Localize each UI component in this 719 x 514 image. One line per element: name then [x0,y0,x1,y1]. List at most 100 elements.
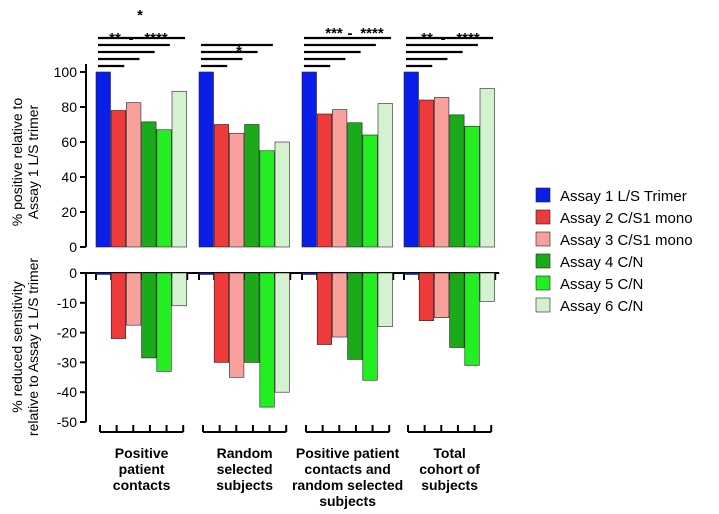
bar-bottom [259,272,275,408]
legend-swatch [535,275,551,291]
bar-top [347,122,363,248]
legend-label: Assay 3 C/S1 mono [560,232,693,249]
y-tick-label-bottom: -50 [57,414,77,430]
legend-label: Assay 1 L/S Trimer [560,188,687,205]
bar-bottom [95,272,111,275]
significance-label: - [441,30,446,47]
y-axis-label-bottom-line: relative to Assay 1 L/S trimer [25,258,41,437]
category-label: subjects [421,477,478,493]
bar-top [418,99,435,248]
bar-bottom [126,272,142,326]
significance-label: - [129,30,134,47]
bar-top [110,110,126,248]
bar-top [403,71,419,248]
bar-top [332,109,348,248]
bar-top [479,88,495,248]
bar-bottom [229,272,245,378]
bar-bottom [274,272,290,393]
y-tick-label-top: 60 [61,134,77,150]
bar-bottom [244,272,260,363]
category-label: Total [433,445,465,461]
legend-swatch [535,209,551,225]
y-tick-label-top: 40 [61,169,77,185]
y-tick-label-bottom: -10 [57,295,77,311]
significance-label: - [348,25,353,42]
category-label: subjects [216,477,273,493]
legend-swatch [535,297,551,313]
bar-top [244,124,260,248]
category-label: selected [217,461,273,477]
bar-top [141,121,157,248]
legend-swatch [535,253,551,269]
bar-top [259,150,275,248]
bar-top [213,124,229,248]
y-tick-label-bottom: -40 [57,384,77,400]
bar-bottom [347,272,363,360]
bar-bottom [434,272,450,319]
significance-label: * [236,43,242,60]
y-axis-label-top: % positive relative toAssay 1 L/S trimer [9,98,41,227]
bar-bottom [449,272,465,348]
bar-top [229,132,245,248]
bar-top [198,71,214,248]
bar-top [464,125,480,248]
bar-bottom [110,272,126,339]
category-label: random selected [292,477,403,493]
bar-top [434,97,450,248]
category-label: Positive patient [296,445,400,461]
bar-bottom [332,272,348,338]
y-tick-label-top: 20 [61,204,77,220]
bar-bottom [141,272,157,359]
category-label: cohort of [419,461,480,477]
legend-label: Assay 4 C/N [560,254,643,271]
category-label: subjects [319,493,376,509]
category-label: contacts [113,477,171,493]
legend: Assay 1 L/S Trimer Assay 2 C/S1 mono Assay… [535,187,693,315]
bar-bottom [301,272,317,275]
category-label: patient [119,461,165,477]
bar-bottom [213,272,229,363]
bar-top [156,129,172,248]
bar-top [377,103,393,248]
legend-label: Assay 2 C/S1 mono [560,210,693,227]
bar-bottom [198,272,214,275]
bar-bottom [464,272,480,366]
significance-label: **** [144,30,168,47]
bar-bottom [316,272,333,345]
bar-bottom [479,272,495,302]
category-label: contacts and [304,461,390,477]
significance-label: ** [109,30,121,47]
significance-label: **** [456,30,480,47]
bar-bottom [418,272,435,321]
y-axis-label-top-line: Assay 1 L/S trimer [25,104,41,219]
bottom-panel: 0 -10 -20 -30 -40 -50 % reduced sensitivityrel… [9,258,500,509]
bar-top [449,114,465,248]
y-axis-label-bottom-line: % reduced sensitivity [9,281,25,413]
significance-label: **** [360,25,384,42]
legend-label: Assay 5 C/N [560,276,643,293]
top-panel: 0 20 40 60 80 100 % positive relative toAssay … [9,7,495,255]
bar-bottom [171,272,187,307]
y-axis-label-top-line: % positive relative to [9,98,25,227]
y-tick-label-top: 80 [61,99,77,115]
y-axis-label-bottom: % reduced sensitivityrelative to Assay 1… [9,258,41,437]
bar-bottom [362,272,378,381]
y-tick-label-bottom: -20 [57,325,77,341]
legend-swatch [535,231,551,247]
bar-top [95,71,111,248]
y-tick-label-bottom: -30 [57,354,77,370]
significance-label: * [137,7,143,24]
bar-top [274,141,290,248]
bar-top [126,102,142,248]
significance-label: *** [325,25,343,42]
bar-top [362,134,378,248]
category-label: Positive [115,445,169,461]
y-tick-label-top: 100 [54,64,78,80]
bar-top [301,71,317,248]
bar-top [316,113,333,248]
bar-top [171,90,187,248]
y-tick-label-bottom: 0 [69,265,77,281]
bar-bottom [403,272,419,275]
bar-bottom [377,272,393,327]
